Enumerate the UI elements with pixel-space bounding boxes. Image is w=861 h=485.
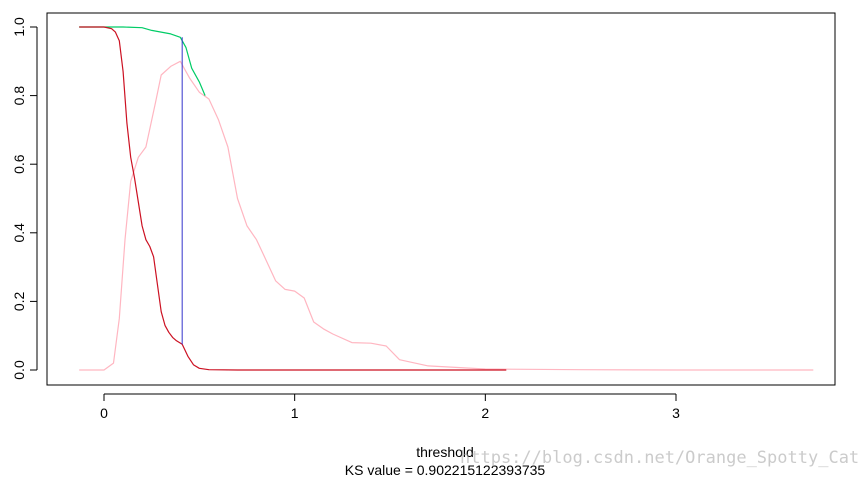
y-tick-label-0: 0.0 (11, 360, 27, 380)
series-line-1 (79, 26, 206, 96)
watermark-text: https://blog.csdn.net/Orange_Spotty_Cat (460, 448, 860, 468)
y-tick-label-3: 0.6 (11, 154, 27, 174)
axes: 0 1 2 3 0.0 0.2 0.4 0.6 0.8 1.0 (11, 17, 680, 421)
x-tick-label-3: 3 (672, 405, 680, 421)
y-tick-label-4: 0.8 (11, 86, 27, 106)
x-tick-label-1: 1 (291, 405, 299, 421)
series-line-2 (79, 26, 507, 371)
series-line-0 (79, 60, 814, 371)
plot-frame (46, 12, 836, 386)
y-tick-label-5: 1.0 (11, 17, 27, 37)
x-tick-label-0: 0 (100, 405, 108, 421)
chart-subtitle: KS value = 0.902215122393735 (345, 462, 546, 478)
x-axis-label: threshold (416, 444, 474, 460)
series-lines (79, 26, 814, 371)
y-tick-label-1: 0.2 (11, 291, 27, 311)
y-tick-label-2: 0.4 (11, 223, 27, 243)
x-tick-label-2: 2 (481, 405, 489, 421)
